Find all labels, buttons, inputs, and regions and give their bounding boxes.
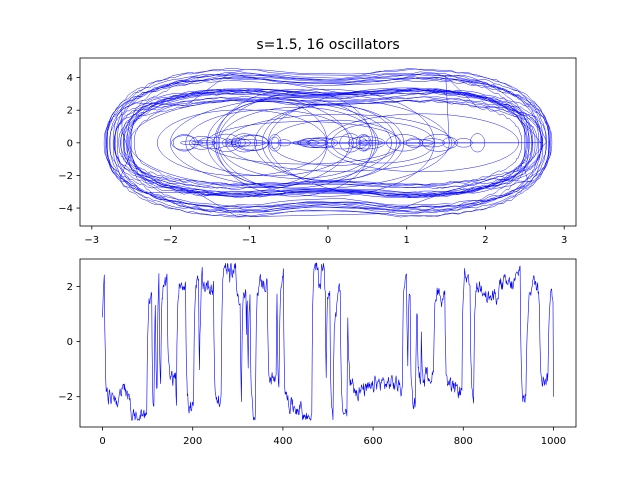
time-series-x-tick-label: 600	[364, 436, 383, 447]
phase-portrait-x-tick-label: −1	[242, 235, 257, 246]
phase-portrait-x-axis: −3 −2 −1 0 1 2 3	[84, 226, 567, 246]
time-series-series	[102, 262, 554, 421]
phase-portrait-x-tick-label: 0	[325, 235, 331, 246]
phase-portrait-y-axis: −4 −2 0 2 4	[58, 73, 80, 215]
chart-title: s=1.5, 16 oscillators	[256, 37, 399, 53]
phase-portrait-plot: −3 −2 −1 0 1 2 3 −4 −2 0 2 4	[58, 57, 577, 246]
phase-portrait-y-tick-label: −2	[58, 171, 73, 182]
time-series-y-tick-label: −2	[58, 392, 73, 403]
phase-portrait-x-tick-label: −3	[84, 235, 99, 246]
phase-portrait-x-tick-label: −2	[163, 235, 178, 246]
phase-portrait-x-tick-label: 1	[404, 235, 410, 246]
time-series-x-tick-label: 200	[183, 436, 202, 447]
time-series-line	[102, 262, 554, 421]
time-series-x-tick-label: 800	[454, 436, 473, 447]
time-series-y-axis: −2 0 2	[58, 282, 80, 403]
phase-portrait-y-tick-label: −4	[58, 204, 73, 215]
phase-portrait-trajectory	[103, 67, 553, 218]
time-series-x-axis: 0 200 400 600 800 1000	[99, 427, 566, 447]
time-series-y-tick-label: 2	[67, 282, 73, 293]
time-series-frame	[79, 258, 577, 428]
phase-portrait-y-tick-label: 0	[67, 138, 73, 149]
time-series-y-tick-label: 0	[67, 337, 73, 348]
time-series-x-tick-label: 400	[273, 436, 292, 447]
time-series-x-tick-label: 0	[99, 436, 105, 447]
phase-portrait-series	[103, 67, 553, 218]
phase-portrait-y-tick-label: 4	[67, 73, 73, 84]
phase-portrait-y-tick-label: 2	[67, 106, 73, 117]
phase-portrait-x-tick-label: 2	[482, 235, 488, 246]
time-series-plot: 0 200 400 600 800 1000 −2 0 2	[58, 258, 577, 447]
phase-portrait-x-tick-label: 3	[561, 235, 567, 246]
time-series-x-tick-label: 1000	[541, 436, 566, 447]
